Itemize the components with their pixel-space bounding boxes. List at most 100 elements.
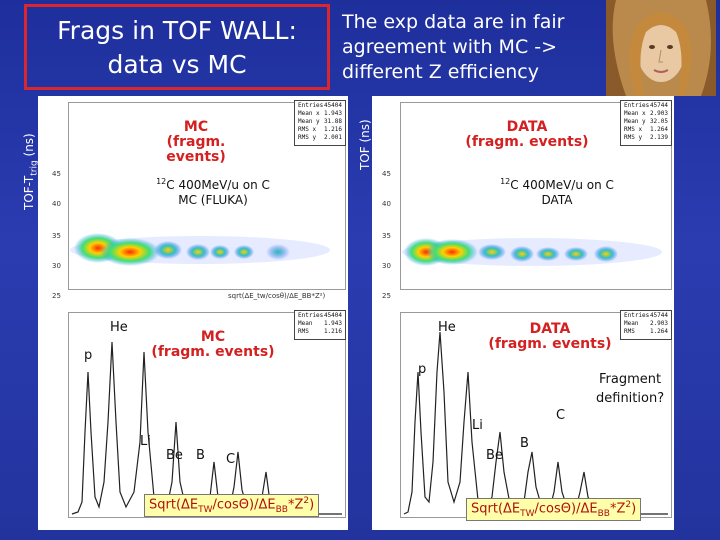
stat-key: RMS [298,328,309,335]
stats-row: RMS 1.216 [298,328,342,336]
data-peak-be: Be [486,448,503,463]
mc-peak-he: He [110,320,128,335]
stat-value: 45404 [323,312,342,319]
stats-row: Entries 45744 [624,102,668,110]
data-1d-formula: Sqrt(ΔETW/cosΘ)/ΔEBB*Z2) [466,498,642,521]
stat-value: 32.05 [649,118,668,125]
ytick: 45 [52,170,61,178]
data-1d-label-line2: (fragm. events) [488,336,612,352]
mc-1d-panel: He p Li Be B C MC (fragm. events) Entrie… [38,308,348,530]
ytick: 25 [52,292,61,300]
mc-2d-beam-text: C 400MeV/u on C [166,178,270,192]
stats-row: Entries 45744 [624,312,668,320]
mc-2d-beam: 12C 400MeV/u on C MC (FLUKA) [128,174,298,208]
stat-key: RMS [624,328,635,335]
stat-key: Mean [624,320,639,327]
subtitle-line3: different Z efficiency [342,61,539,83]
mc-peak-be: Be [166,448,183,463]
mc-1d-formula: Sqrt(ΔETW/cosΘ)/ΔEBB*Z2) [144,494,320,517]
mc-2d-heatmap [70,233,330,266]
data-2d-beam-sup: 12 [500,177,511,186]
data-2d-panel: 45 40 35 30 25 DATA (fragm. events) 12C … [372,96,674,308]
slide-title: Frags in TOF WALL: data vs MC [24,14,330,82]
mc-peak-li: Li [140,434,151,449]
data-peak-he: He [438,320,456,335]
subtitle-line2: agreement with MC -> [342,36,558,58]
stat-value: 45744 [649,312,668,319]
stats-row: Mean y 32.05 [624,118,668,126]
stat-key: Mean x [298,110,320,117]
stats-row: Mean y 31.88 [298,118,342,126]
stat-key: Mean y [624,118,646,125]
data-peak-p: p [418,362,427,377]
mc-peak-c: C [226,452,236,467]
ytick: 45 [382,170,391,178]
mc-2d-yticks: 45 40 35 30 25 [52,114,68,300]
ytick: 25 [382,292,391,300]
ytick: 30 [382,262,391,270]
mc-1d-label-line2: (fragm. events) [151,344,275,360]
slide-subtitle: The exp data are in fair agreement with … [342,10,592,85]
mc-1d-label-line1: MC [200,329,226,345]
data-2d-beam: 12C 400MeV/u on C DATA [472,174,642,208]
left-y-axis-title: TOF-Ttrig (ns) [22,133,39,210]
mc-1d-plot-area [68,312,346,518]
data-2d-beam-line2: DATA [541,193,573,207]
data-2d-yticks: 45 40 35 30 25 [382,114,398,300]
mc-2d-stats-box: Entries 45404 Mean x 1.943 Mean y 31.88 RMS… [294,100,346,146]
stat-key: Entries [298,312,324,319]
stat-key: Entries [624,312,650,319]
stat-value: 31.88 [323,118,342,125]
title-line1: Frags in TOF WALL: [57,16,297,45]
ytick: 35 [52,232,61,240]
mc-2d-label-line2: (fragm. events) [166,134,226,165]
data-1d-panel: He p Li Be B C DATA (fragm. events) Frag… [372,308,674,530]
data-2d-label-line1: DATA [506,119,548,135]
stat-key: Entries [624,102,650,109]
mc-2d-beam-sup: 12 [156,177,167,186]
ytick: 40 [382,200,391,208]
ytick: 35 [382,232,391,240]
data-1d-label-line1: DATA [529,321,571,337]
stats-row: Mean x 2.903 [624,110,668,118]
data-peak-b: B [520,436,529,451]
mc-peak-b: B [196,448,205,463]
stat-value: 2.903 [649,110,668,117]
stats-row: RMS y 2.001 [298,134,342,142]
subtitle-line1: The exp data are in fair [342,11,565,33]
stat-value: 2.139 [649,134,668,141]
title-line2: data vs MC [107,50,247,79]
data-peak-li: Li [472,418,483,433]
mc-peak-p: p [84,348,93,363]
stats-row: RMS x 1.264 [624,126,668,134]
stats-row: Mean x 1.943 [298,110,342,118]
stat-value: 2.001 [323,134,342,141]
stats-row: RMS 1.264 [624,328,668,336]
fragment-definition-note: Fragment definition? [596,370,664,408]
mc-2d-beam-line2: MC (FLUKA) [178,193,248,207]
data-2d-label-line2: (fragm. events) [465,134,589,150]
stat-value: 1.216 [323,126,342,133]
left-y-axis-text: TOF-T [22,175,36,210]
stat-key: Mean y [298,118,320,125]
mc-2d-xaxis-title: sqrt(ΔE_tw/cosθ)/ΔE_BB*Z²) [228,292,326,300]
stat-key: RMS x [298,126,317,133]
mc-1d-stats-box: Entries 45404 Mean 1.943 RMS 1.216 [294,310,346,340]
stats-row: Mean 1.943 [298,320,342,328]
data-2d-stats-box: Entries 45744 Mean x 2.903 Mean y 32.05 RMS… [620,100,672,146]
stat-value: 1.943 [323,320,342,327]
stat-value: 2.903 [649,320,668,327]
data-peak-c: C [556,408,566,423]
data-2d-label: DATA (fragm. events) [462,120,592,150]
mc-2d-panel: 45 40 35 30 25 MC (fragm. events) 12C 40… [38,96,348,308]
mc-2d-label: MC (fragm. events) [136,120,256,165]
ytick: 40 [52,200,61,208]
portrait-image [606,0,716,96]
data-2d-heatmap [402,238,662,266]
right-y-axis-text: TOF (ns) [358,119,372,170]
stat-value: 1.943 [323,110,342,117]
stat-value: 1.264 [649,328,668,335]
stat-value: 1.216 [323,328,342,335]
stat-key: Mean x [624,110,646,117]
mc-1d-label: MC (fragm. events) [138,330,288,360]
